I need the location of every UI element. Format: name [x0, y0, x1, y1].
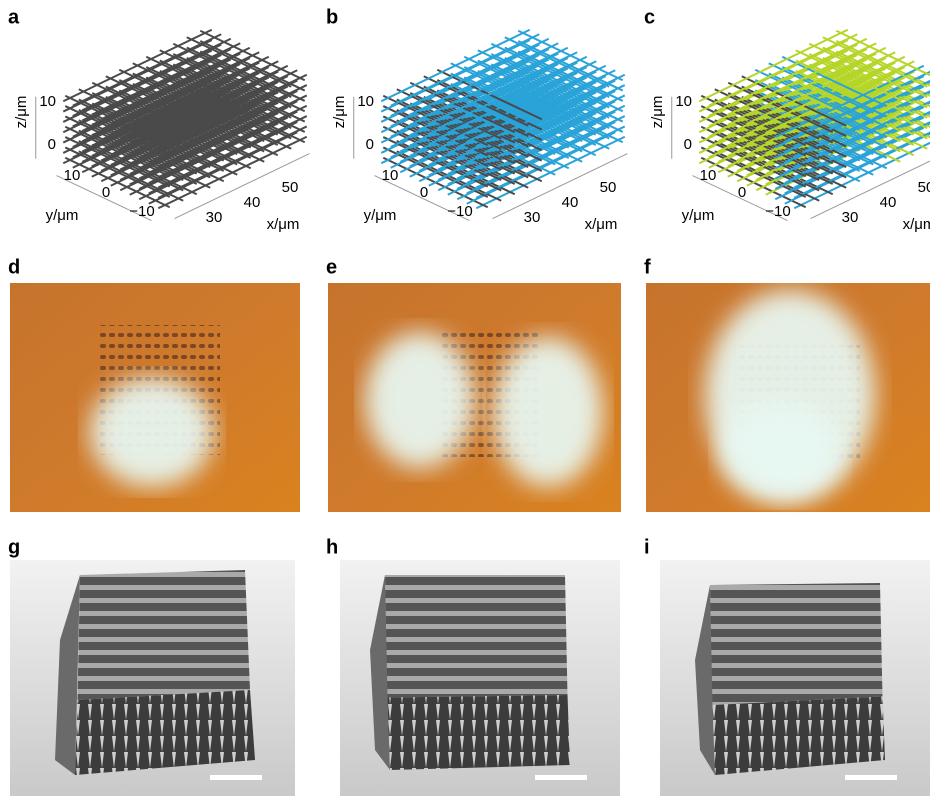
y-tick-label: −10 [765, 203, 790, 220]
cube-pillars [75, 690, 255, 775]
y-axis-label: y/μm [682, 207, 715, 224]
z-tick-label: 10 [357, 93, 374, 110]
sem-image [10, 560, 295, 796]
y-tick-label: −10 [447, 203, 472, 220]
z-tick-label: 10 [675, 93, 692, 110]
x-tick-label: 30 [524, 209, 541, 226]
panel-label: h [326, 536, 338, 558]
scale-bar [535, 775, 587, 780]
panel-label: f [644, 256, 651, 278]
x-tick-label: 50 [918, 179, 930, 196]
panel-label: d [8, 256, 20, 278]
z-axis-label: z/μm [13, 96, 30, 129]
lattice [63, 30, 307, 209]
z-tick-label: 0 [684, 136, 692, 153]
micrograph [328, 283, 621, 512]
y-tick-label: 0 [102, 184, 110, 201]
figure: z/μm 0 10 10 0 −10 y/μm 30 40 50 x/μm z/μm 0 10 10 0 −10… [0, 0, 930, 796]
z-axis-label: z/μm [649, 96, 666, 129]
cube-top-layers [385, 575, 568, 698]
z-tick-label: 0 [366, 136, 374, 153]
panel-label: c [644, 6, 655, 28]
y-tick-label: 0 [738, 184, 746, 201]
y-axis-label: y/μm [46, 207, 79, 224]
x-tick-label: 40 [562, 194, 579, 211]
lattice [381, 30, 625, 209]
panel-label: e [326, 256, 337, 278]
x-axis-label: x/μm [267, 216, 300, 233]
sem-image [340, 560, 620, 796]
z-tick-label: 10 [39, 93, 56, 110]
x-tick-label: 40 [880, 194, 897, 211]
x-tick-label: 30 [842, 209, 859, 226]
sem-image [660, 560, 930, 796]
x-tick-label: 30 [206, 209, 223, 226]
panel-label: a [8, 6, 20, 28]
micrograph [10, 283, 300, 512]
y-axis-label: y/μm [364, 207, 397, 224]
x-axis-label: x/μm [585, 216, 618, 233]
micrograph [646, 283, 930, 512]
fluorescence [720, 400, 840, 500]
scale-bar [845, 775, 897, 780]
y-tick-label: 0 [420, 184, 428, 201]
z-tick-label: 0 [48, 136, 56, 153]
fluorescence [90, 377, 214, 487]
y-tick-label: 10 [64, 167, 81, 184]
panel-label: i [644, 536, 650, 558]
cube-top-layers [710, 583, 883, 705]
z-axis-label: z/μm [331, 96, 348, 129]
x-tick-label: 50 [600, 179, 617, 196]
lattice [699, 30, 930, 209]
cube-top-layers [78, 570, 251, 700]
y-tick-label: −10 [129, 203, 154, 220]
cube-pillars [388, 695, 571, 770]
fluorescence [365, 332, 475, 468]
scale-bar [210, 775, 262, 780]
fluorescence [493, 337, 603, 487]
panel-label: b [326, 6, 338, 28]
x-tick-label: 40 [244, 194, 261, 211]
y-tick-label: 10 [700, 167, 717, 184]
panel-label: g [8, 536, 20, 558]
y-tick-label: 10 [382, 167, 399, 184]
x-axis-label: x/μm [903, 216, 930, 233]
x-tick-label: 50 [282, 179, 299, 196]
